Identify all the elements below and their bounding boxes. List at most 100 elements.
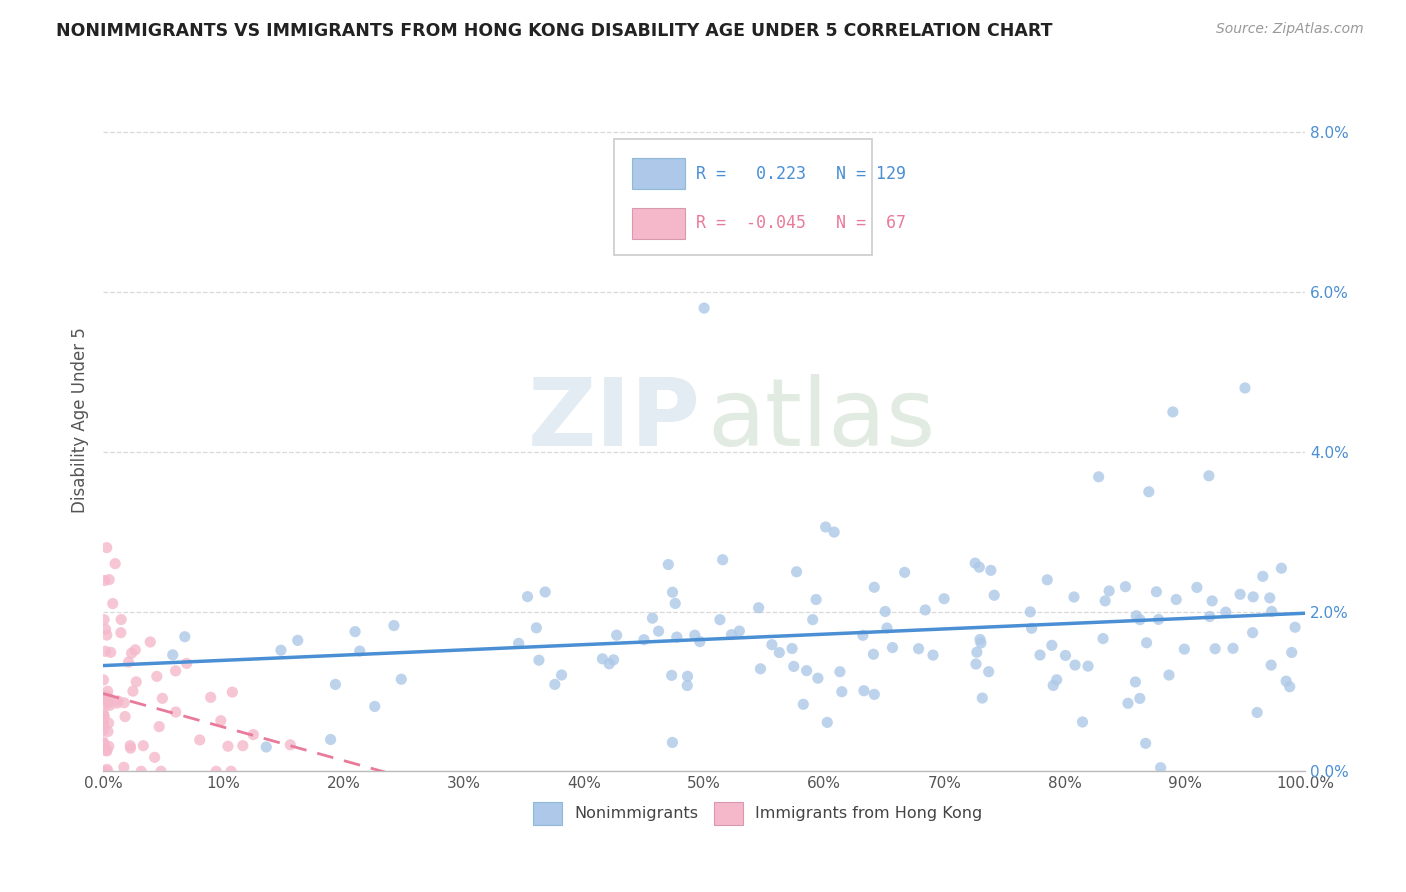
Point bbox=[965, 657, 987, 671]
Point bbox=[661, 735, 683, 749]
Point bbox=[1241, 590, 1264, 604]
Point bbox=[516, 590, 538, 604]
Point bbox=[983, 588, 1005, 602]
Point bbox=[1125, 675, 1147, 690]
Point bbox=[1275, 674, 1298, 689]
Point bbox=[1094, 594, 1116, 608]
Point bbox=[382, 618, 405, 632]
Point bbox=[98, 698, 121, 713]
Point bbox=[544, 677, 567, 691]
Point bbox=[110, 613, 132, 627]
Point bbox=[1087, 470, 1109, 484]
Point bbox=[94, 622, 117, 636]
FancyBboxPatch shape bbox=[631, 159, 685, 189]
Point bbox=[1260, 604, 1282, 618]
Point bbox=[91, 739, 114, 754]
Point bbox=[1036, 573, 1059, 587]
Point bbox=[966, 645, 988, 659]
Point bbox=[932, 591, 955, 606]
Point bbox=[120, 741, 142, 756]
Point bbox=[676, 679, 699, 693]
Point bbox=[1063, 590, 1085, 604]
Point bbox=[1135, 736, 1157, 750]
Point bbox=[783, 659, 806, 673]
Point bbox=[1064, 658, 1087, 673]
Point bbox=[96, 628, 118, 642]
Point bbox=[278, 738, 301, 752]
FancyBboxPatch shape bbox=[631, 208, 685, 238]
Point bbox=[965, 556, 987, 570]
Point bbox=[683, 628, 706, 642]
Point bbox=[96, 764, 118, 779]
Point bbox=[91, 723, 114, 738]
Text: NONIMMIGRANTS VS IMMIGRANTS FROM HONG KONG DISABILITY AGE UNDER 5 CORRELATION CH: NONIMMIGRANTS VS IMMIGRANTS FROM HONG KO… bbox=[56, 22, 1053, 40]
Point bbox=[1042, 678, 1064, 692]
Point bbox=[1092, 632, 1115, 646]
Point bbox=[117, 655, 139, 669]
Point bbox=[882, 640, 904, 655]
Y-axis label: Disability Age Under 5: Disability Age Under 5 bbox=[72, 327, 89, 513]
FancyBboxPatch shape bbox=[714, 802, 742, 825]
Point bbox=[254, 739, 277, 754]
Point bbox=[209, 714, 232, 728]
Point bbox=[1166, 592, 1188, 607]
Point bbox=[1215, 605, 1237, 619]
Point bbox=[97, 716, 120, 731]
Text: ZIP: ZIP bbox=[527, 374, 700, 466]
Point bbox=[1077, 659, 1099, 673]
Point bbox=[96, 541, 118, 555]
Point bbox=[1201, 594, 1223, 608]
Point bbox=[139, 635, 162, 649]
Point bbox=[125, 674, 148, 689]
Point bbox=[97, 684, 120, 698]
Point bbox=[270, 643, 292, 657]
Point bbox=[768, 646, 790, 660]
Point bbox=[97, 739, 120, 754]
Point bbox=[524, 621, 547, 635]
Point bbox=[1157, 668, 1180, 682]
Point bbox=[633, 632, 655, 647]
Point bbox=[1137, 484, 1160, 499]
Point bbox=[1246, 706, 1268, 720]
Text: Source: ZipAtlas.com: Source: ZipAtlas.com bbox=[1216, 22, 1364, 37]
Point bbox=[112, 696, 135, 710]
Point bbox=[1029, 648, 1052, 662]
Point bbox=[1204, 641, 1226, 656]
Point bbox=[972, 691, 994, 706]
Point bbox=[96, 762, 118, 776]
Point bbox=[922, 648, 945, 662]
FancyBboxPatch shape bbox=[533, 802, 562, 825]
Point bbox=[527, 653, 550, 667]
Point bbox=[101, 597, 124, 611]
Point bbox=[1278, 680, 1301, 694]
Point bbox=[124, 643, 146, 657]
Point bbox=[761, 638, 783, 652]
Point bbox=[165, 705, 187, 719]
Point bbox=[1019, 605, 1042, 619]
Point bbox=[1071, 714, 1094, 729]
Point bbox=[389, 672, 412, 686]
Point bbox=[598, 657, 620, 671]
Point bbox=[110, 625, 132, 640]
Point bbox=[1144, 584, 1167, 599]
Point bbox=[1241, 625, 1264, 640]
Point bbox=[94, 696, 117, 710]
Point bbox=[852, 683, 875, 698]
Point bbox=[122, 684, 145, 698]
Point bbox=[786, 565, 808, 579]
Point bbox=[1129, 613, 1152, 627]
Point bbox=[1258, 591, 1281, 605]
Point bbox=[221, 685, 243, 699]
Point bbox=[657, 558, 679, 572]
Point bbox=[94, 644, 117, 658]
Point bbox=[665, 630, 688, 644]
Point bbox=[661, 585, 683, 599]
Point bbox=[217, 739, 239, 754]
Point bbox=[93, 707, 115, 722]
Point bbox=[93, 717, 115, 731]
Point bbox=[1222, 641, 1244, 656]
Point bbox=[173, 630, 195, 644]
Point bbox=[693, 301, 716, 315]
Point bbox=[862, 647, 884, 661]
Point bbox=[143, 750, 166, 764]
